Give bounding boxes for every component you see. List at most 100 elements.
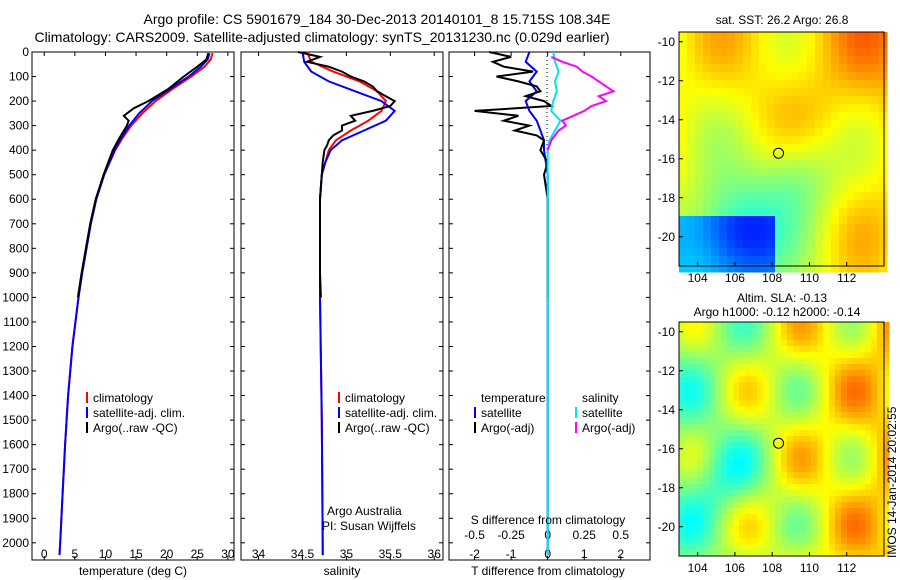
temperature-xlabel: temperature (deg C) <box>79 564 187 578</box>
series-climatology <box>58 52 214 556</box>
y-tick-label: -12 <box>658 364 676 378</box>
legend-label-climatology: climatology <box>93 391 153 405</box>
y-tick-label: -16 <box>658 152 676 166</box>
sst-map-title: sat. SST: 26.2 Argo: 26.8 <box>716 13 849 27</box>
x-tick-label: 0 <box>41 547 48 561</box>
x-tick-label: 108 <box>762 271 782 285</box>
x-tick-label: 110 <box>800 271 819 285</box>
argo-position-marker <box>773 437 785 449</box>
series-temperature-argo-adj- <box>474 51 555 298</box>
difference-xlabel2: S difference from climatology <box>471 513 626 527</box>
x2-tick-label: 0.25 <box>573 528 597 542</box>
y-tick-label: 0 <box>22 45 29 59</box>
y-tick-label: 1800 <box>2 487 29 501</box>
difference-xlabel: T difference from climatology <box>471 564 625 578</box>
annotation-pi: PI: Susan Wijffels <box>322 519 416 533</box>
x-tick-label: 110 <box>800 561 819 575</box>
legend-label-satellite: satellite-adj. clim. <box>345 406 437 420</box>
title-line2: Climatology: CARS2009. Satellite-adjuste… <box>34 29 609 45</box>
temperature-panel: 0100200300400500600700800900100011001200… <box>2 45 235 578</box>
x-tick-label: 34 <box>252 547 266 561</box>
x-tick-label: -2 <box>469 547 480 561</box>
x2-tick-label: 0.5 <box>612 528 629 542</box>
legend-label-temp-argo: Argo(-adj) <box>481 421 534 435</box>
x-tick-label: 10 <box>99 547 113 561</box>
x-tick-label: 104 <box>688 561 708 575</box>
sla-map-ticks: 104 106 108 110 112 -10 -12 -14 -16 -18 -20 <box>658 325 857 575</box>
salinity-y-ticks <box>241 51 443 544</box>
y-tick-label: -14 <box>658 403 676 417</box>
x-tick-label: 15 <box>129 547 143 561</box>
legend-label-argo: Argo(..raw -QC) <box>345 421 430 435</box>
legend-header-temperature: temperature <box>481 391 546 405</box>
sst-map-ticks: 104 106 108 110 112 -10 -12 -14 -16 -18 -20 <box>658 35 857 285</box>
x-tick-label: 30 <box>221 547 235 561</box>
salinity-axes-box <box>240 51 444 561</box>
y-tick-label: -10 <box>658 35 676 49</box>
legend-label-sal-argo: Argo(-adj) <box>582 421 635 435</box>
x-tick-label: 104 <box>688 271 708 285</box>
x-tick-label: 112 <box>837 271 856 285</box>
salinity-x-ticks: 34 34.5 35 35.5 36 <box>252 52 441 561</box>
series-satellite-adj-clim- <box>58 52 211 556</box>
x-tick-label: 112 <box>837 561 856 575</box>
difference-panel: -2 -1 0 1 2-0.5 -0.25 0 0.25 0.5 temperature sal… <box>448 51 651 578</box>
sst-heatmap <box>679 32 888 273</box>
x-tick-label: 106 <box>725 271 745 285</box>
y-tick-label: 1700 <box>2 462 29 476</box>
x-tick-label: 20 <box>160 547 174 561</box>
y-tick-label: -16 <box>658 442 676 456</box>
sla-map-title: Altim. SLA: -0.13 <box>737 291 827 305</box>
x2-tick-label: -0.25 <box>497 528 525 542</box>
x-tick-label: 108 <box>762 561 782 575</box>
y-tick-label: 200 <box>9 94 29 108</box>
temperature-legend: climatology satellite-adj. clim. Argo(..… <box>86 391 185 435</box>
y-tick-label: 700 <box>9 217 29 231</box>
y-tick-label: -20 <box>658 520 676 534</box>
argo-position-marker <box>773 147 785 159</box>
x-tick-label: 36 <box>428 547 442 561</box>
sst-map-panel: sat. SST: 26.2 Argo: 26.8 104 106 108 110 11… <box>658 13 888 285</box>
y-tick-label: 300 <box>9 119 29 133</box>
sla-map-subtitle: Argo h1000: -0.12 h2000: -0.14 <box>694 305 861 319</box>
y-tick-label: 1000 <box>2 290 29 304</box>
legend-label-argo: Argo(..raw -QC) <box>93 421 178 435</box>
legend-label-satellite: satellite-adj. clim. <box>93 406 185 420</box>
annotation-argo-australia: Argo Australia <box>327 504 402 518</box>
salinity-legend: climatology satellite-adj. clim. Argo(..… <box>338 391 437 435</box>
salinity-panel: 34 34.5 35 35.5 36 climatology satellite-adj… <box>240 51 444 578</box>
x-tick-label: 25 <box>191 547 205 561</box>
y-tick-label: 1600 <box>2 438 29 452</box>
legend-label-climatology: climatology <box>345 391 405 405</box>
y-tick-label: 800 <box>9 241 29 255</box>
y-tick-label: -12 <box>658 74 676 88</box>
y-tick-label: 500 <box>9 168 29 182</box>
y-tick-label: 2000 <box>2 536 29 550</box>
x2-tick-label: -0.5 <box>464 528 485 542</box>
y-tick-label: 1400 <box>2 389 29 403</box>
series-salinity-argo-adj- <box>546 55 616 151</box>
temperature-lines <box>58 52 214 556</box>
difference-lines <box>474 51 616 556</box>
difference-axes-box <box>448 51 651 561</box>
y-tick-label: 1200 <box>2 339 29 353</box>
legend-label-temp-satellite: satellite <box>481 406 522 420</box>
legend-label-sal-satellite: satellite <box>582 406 623 420</box>
y-tick-label: 1100 <box>3 315 29 329</box>
x-tick-label: 35.5 <box>379 547 403 561</box>
y-tick-label: 600 <box>9 192 29 206</box>
x-tick-label: 106 <box>725 561 745 575</box>
series-argo-raw-qc- <box>297 51 397 298</box>
y-tick-label: -18 <box>658 481 676 495</box>
legend-header-salinity: salinity <box>582 391 619 405</box>
x-tick-label: 35 <box>340 547 354 561</box>
x-tick-label: 34.5 <box>291 547 315 561</box>
y-tick-label: -20 <box>658 230 676 244</box>
sst-map-frame <box>678 31 885 267</box>
sla-heatmap <box>679 322 890 557</box>
series-salinity-satellite <box>546 51 562 556</box>
y-tick-label: -10 <box>658 325 676 339</box>
y-tick-label: -14 <box>658 113 676 127</box>
footer-stamp: IMOS 14-Jan-2014 20:02:55 <box>885 406 899 558</box>
